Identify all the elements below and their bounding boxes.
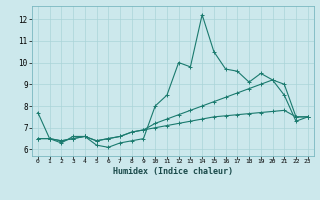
X-axis label: Humidex (Indice chaleur): Humidex (Indice chaleur)	[113, 167, 233, 176]
